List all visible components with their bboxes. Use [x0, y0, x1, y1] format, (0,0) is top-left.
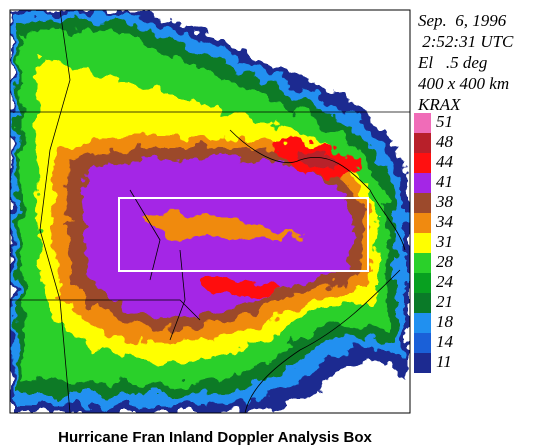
legend-label: 28: [436, 252, 454, 271]
legend-label: 51: [436, 112, 453, 131]
header-line: 2:52:31 UTC: [418, 32, 514, 51]
legend-swatch: [414, 233, 431, 253]
legend-swatch: [414, 253, 431, 273]
legend-label: 18: [436, 312, 454, 331]
legend-swatch: [414, 313, 431, 333]
radar-map: [10, 10, 410, 413]
legend-label: 41: [436, 172, 453, 191]
legend-swatch: [414, 133, 431, 153]
legend-swatch: [414, 353, 431, 373]
legend-swatch: [414, 293, 431, 313]
legend-label: 31: [435, 232, 453, 251]
header-line: El .5 deg: [417, 53, 487, 72]
legend-label: 48: [436, 132, 454, 151]
legend-label: 38: [435, 192, 454, 211]
legend-label: 11: [436, 352, 452, 371]
header-line: 400 x 400 km: [418, 74, 509, 93]
legend-label: 21: [436, 292, 453, 311]
legend-swatch: [414, 213, 431, 233]
legend-swatch: [414, 113, 431, 133]
caption: Hurricane Fran Inland Doppler Analysis B…: [58, 429, 372, 446]
legend-label: 34: [435, 212, 454, 231]
legend-swatch: [414, 333, 431, 353]
legend-label: 14: [436, 332, 454, 351]
legend-swatch: [414, 193, 431, 213]
legend-label: 24: [436, 272, 454, 291]
header-line: KRAX: [417, 95, 461, 114]
legend-swatch: [414, 153, 431, 173]
header-line: Sep. 6, 1996: [418, 11, 507, 30]
legend-label: 44: [436, 152, 454, 171]
header: Sep. 6, 1996 2:52:31 UTC El .5 deg 400 x 4…: [417, 11, 514, 114]
legend-swatch: [414, 273, 431, 293]
legend-swatch: [414, 173, 431, 193]
